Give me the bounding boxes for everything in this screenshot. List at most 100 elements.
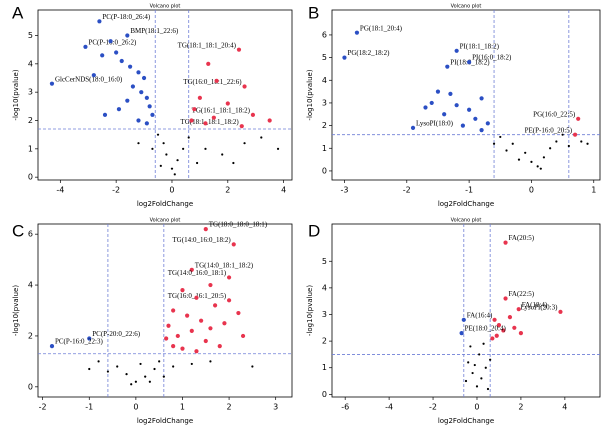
chart-title: Volcano plot — [150, 218, 181, 224]
data-point — [125, 33, 130, 38]
data-point — [479, 96, 484, 101]
data-point — [354, 30, 360, 35]
point-label: LysoPI(20:3) — [521, 303, 559, 311]
x-axis-label: log2FoldChange — [438, 417, 494, 425]
data-point — [87, 336, 92, 341]
x-tick-label: -6 — [341, 403, 349, 412]
data-point — [572, 132, 578, 137]
y-axis-label: -log10(pvalue) — [306, 69, 314, 120]
y-tick-label: 1 — [322, 144, 327, 153]
data-point — [260, 136, 263, 139]
x-tick-label: 0 — [133, 403, 138, 412]
data-point — [136, 70, 141, 75]
data-point — [114, 50, 119, 55]
data-point — [454, 103, 459, 108]
data-point — [197, 95, 202, 100]
data-point — [139, 90, 144, 95]
data-point — [180, 346, 185, 351]
y-tick-label: 0 — [322, 166, 327, 175]
data-point — [97, 360, 100, 363]
data-point — [490, 336, 495, 341]
data-point — [555, 140, 558, 143]
data-point — [524, 151, 527, 154]
data-point — [170, 167, 174, 170]
data-point — [236, 47, 242, 52]
x-tick-label: 0 — [474, 403, 479, 412]
data-point — [180, 288, 185, 293]
y-tick-label: 2 — [28, 116, 33, 125]
data-point — [187, 136, 190, 139]
data-point — [423, 105, 428, 110]
data-point — [206, 61, 211, 66]
data-point — [494, 333, 499, 338]
data-point — [130, 84, 136, 89]
data-point — [512, 325, 517, 330]
data-point — [567, 144, 570, 148]
data-point — [194, 295, 199, 300]
data-point — [505, 149, 508, 152]
panel-letter: B — [308, 3, 319, 22]
data-point — [243, 142, 246, 145]
data-point — [83, 44, 88, 49]
data-point — [128, 64, 133, 69]
data-point — [460, 123, 465, 128]
point-label: TG(16:1_18:1_18:2) — [192, 106, 251, 114]
point-label: FA(18:4) — [522, 301, 548, 309]
data-point — [475, 385, 479, 388]
data-point — [239, 124, 244, 129]
data-point — [189, 118, 194, 123]
y-tick-label: 2 — [322, 337, 327, 346]
data-point — [448, 91, 453, 96]
data-point — [159, 164, 162, 167]
data-point — [226, 298, 232, 303]
y-tick-label: 5 — [28, 31, 33, 40]
data-point — [484, 366, 487, 369]
x-axis-label: log2FoldChange — [438, 200, 494, 208]
data-point — [147, 104, 152, 109]
data-point — [139, 362, 142, 366]
data-point — [144, 121, 149, 126]
point-label: PI(18:1_18:2) — [460, 42, 500, 50]
point-label: TG(14:0_18:1_18:2) — [195, 261, 254, 269]
data-point — [232, 161, 235, 165]
x-tick-label: -1 — [85, 403, 93, 412]
data-point — [156, 133, 160, 136]
y-tick-label: 4 — [28, 59, 33, 68]
data-point — [561, 133, 564, 136]
data-point — [116, 365, 119, 368]
y-tick-label: 4 — [28, 281, 33, 290]
y-tick-label: 0 — [28, 173, 33, 182]
x-tick-label: -4 — [385, 403, 393, 412]
data-point — [231, 242, 236, 247]
data-point — [102, 112, 108, 117]
data-point — [242, 84, 247, 89]
y-tick-label: 0 — [322, 390, 327, 399]
data-point — [162, 142, 165, 145]
data-point — [516, 307, 521, 312]
data-point — [49, 81, 55, 86]
point-label: FA(20:5) — [509, 234, 535, 242]
y-tick-label: 3 — [322, 98, 327, 107]
point-label: PI(16:0_18:2) — [472, 54, 512, 62]
data-point — [189, 328, 194, 333]
y-tick-label: 2 — [28, 331, 33, 340]
y-tick-label: 0 — [28, 382, 33, 391]
plot-frame — [331, 223, 601, 398]
data-point — [267, 118, 272, 123]
x-tick-label: 4 — [562, 403, 567, 412]
data-point — [125, 373, 128, 376]
data-point — [467, 361, 470, 364]
y-tick-label: 4 — [322, 76, 327, 85]
data-point — [208, 282, 213, 288]
data-point — [461, 317, 466, 322]
data-point — [240, 333, 246, 339]
data-point — [137, 142, 140, 145]
point-label: PG(16:0_22:5) — [533, 110, 576, 118]
data-point — [225, 101, 230, 106]
data-point — [213, 303, 218, 308]
x-tick-label: -2 — [403, 186, 411, 195]
data-point — [539, 167, 542, 170]
data-point — [49, 344, 55, 349]
point-label: PC(P-20:0_22:6) — [92, 330, 141, 338]
point-label: FA(22:5) — [509, 290, 535, 298]
